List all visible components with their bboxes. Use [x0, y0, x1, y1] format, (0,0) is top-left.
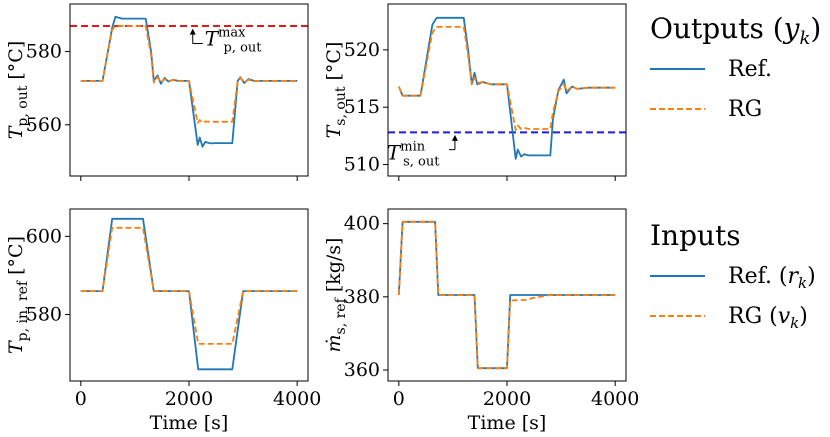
legend-label: RG [728, 97, 762, 122]
y-tick-label: 580 [26, 304, 62, 326]
y-tick-label: 515 [344, 96, 380, 118]
y-tick-label: 580 [26, 41, 62, 63]
annotation-arrowhead [452, 135, 458, 141]
annotation-arrowhead [190, 29, 196, 35]
legend-label: Ref. [728, 57, 772, 82]
y-tick-label: 380 [344, 286, 380, 308]
series-ref-line [399, 222, 615, 368]
y-tick-label: 520 [344, 39, 380, 61]
series-rg-line [81, 26, 297, 123]
y-axis-label: Tp, in, ref [°C] [5, 236, 31, 354]
series-rg-line [399, 27, 615, 130]
legend-label: RG (vk) [728, 304, 808, 332]
legend-inputs: Inputs Ref. (rk) RG (vk) [650, 219, 816, 332]
panel-3: 580 600 0 2000 4000 Time [s] Tp, in, ref [°C] [5, 209, 321, 434]
annotation-label: Tmax p, out [205, 26, 263, 56]
legend-title: Inputs [650, 219, 741, 252]
x-tick-label: 2000 [165, 388, 213, 410]
x-axis-label: Time [s] [468, 412, 547, 434]
series-rg-line [81, 228, 297, 344]
x-axis-label: Time [s] [150, 412, 229, 434]
y-tick-label: 360 [344, 359, 380, 381]
legend-title: Outputs (yk) [650, 12, 821, 49]
legend-label: Ref. (rk) [728, 264, 816, 292]
x-tick-label: 4000 [591, 388, 639, 410]
x-tick-label: 2000 [483, 388, 531, 410]
x-tick-label: 0 [393, 388, 405, 410]
x-tick-label: 4000 [273, 388, 321, 410]
legend-outputs: Outputs (yk) Ref. RG [650, 12, 821, 122]
plot-frame [70, 4, 308, 176]
y-tick-label: 560 [26, 114, 62, 136]
x-tick-label: 0 [75, 388, 87, 410]
y-tick-label: 510 [344, 154, 380, 176]
y-tick-label: 400 [344, 213, 380, 235]
y-tick-label: 600 [26, 225, 62, 247]
annotation-label: Tmin s, out [387, 140, 440, 170]
